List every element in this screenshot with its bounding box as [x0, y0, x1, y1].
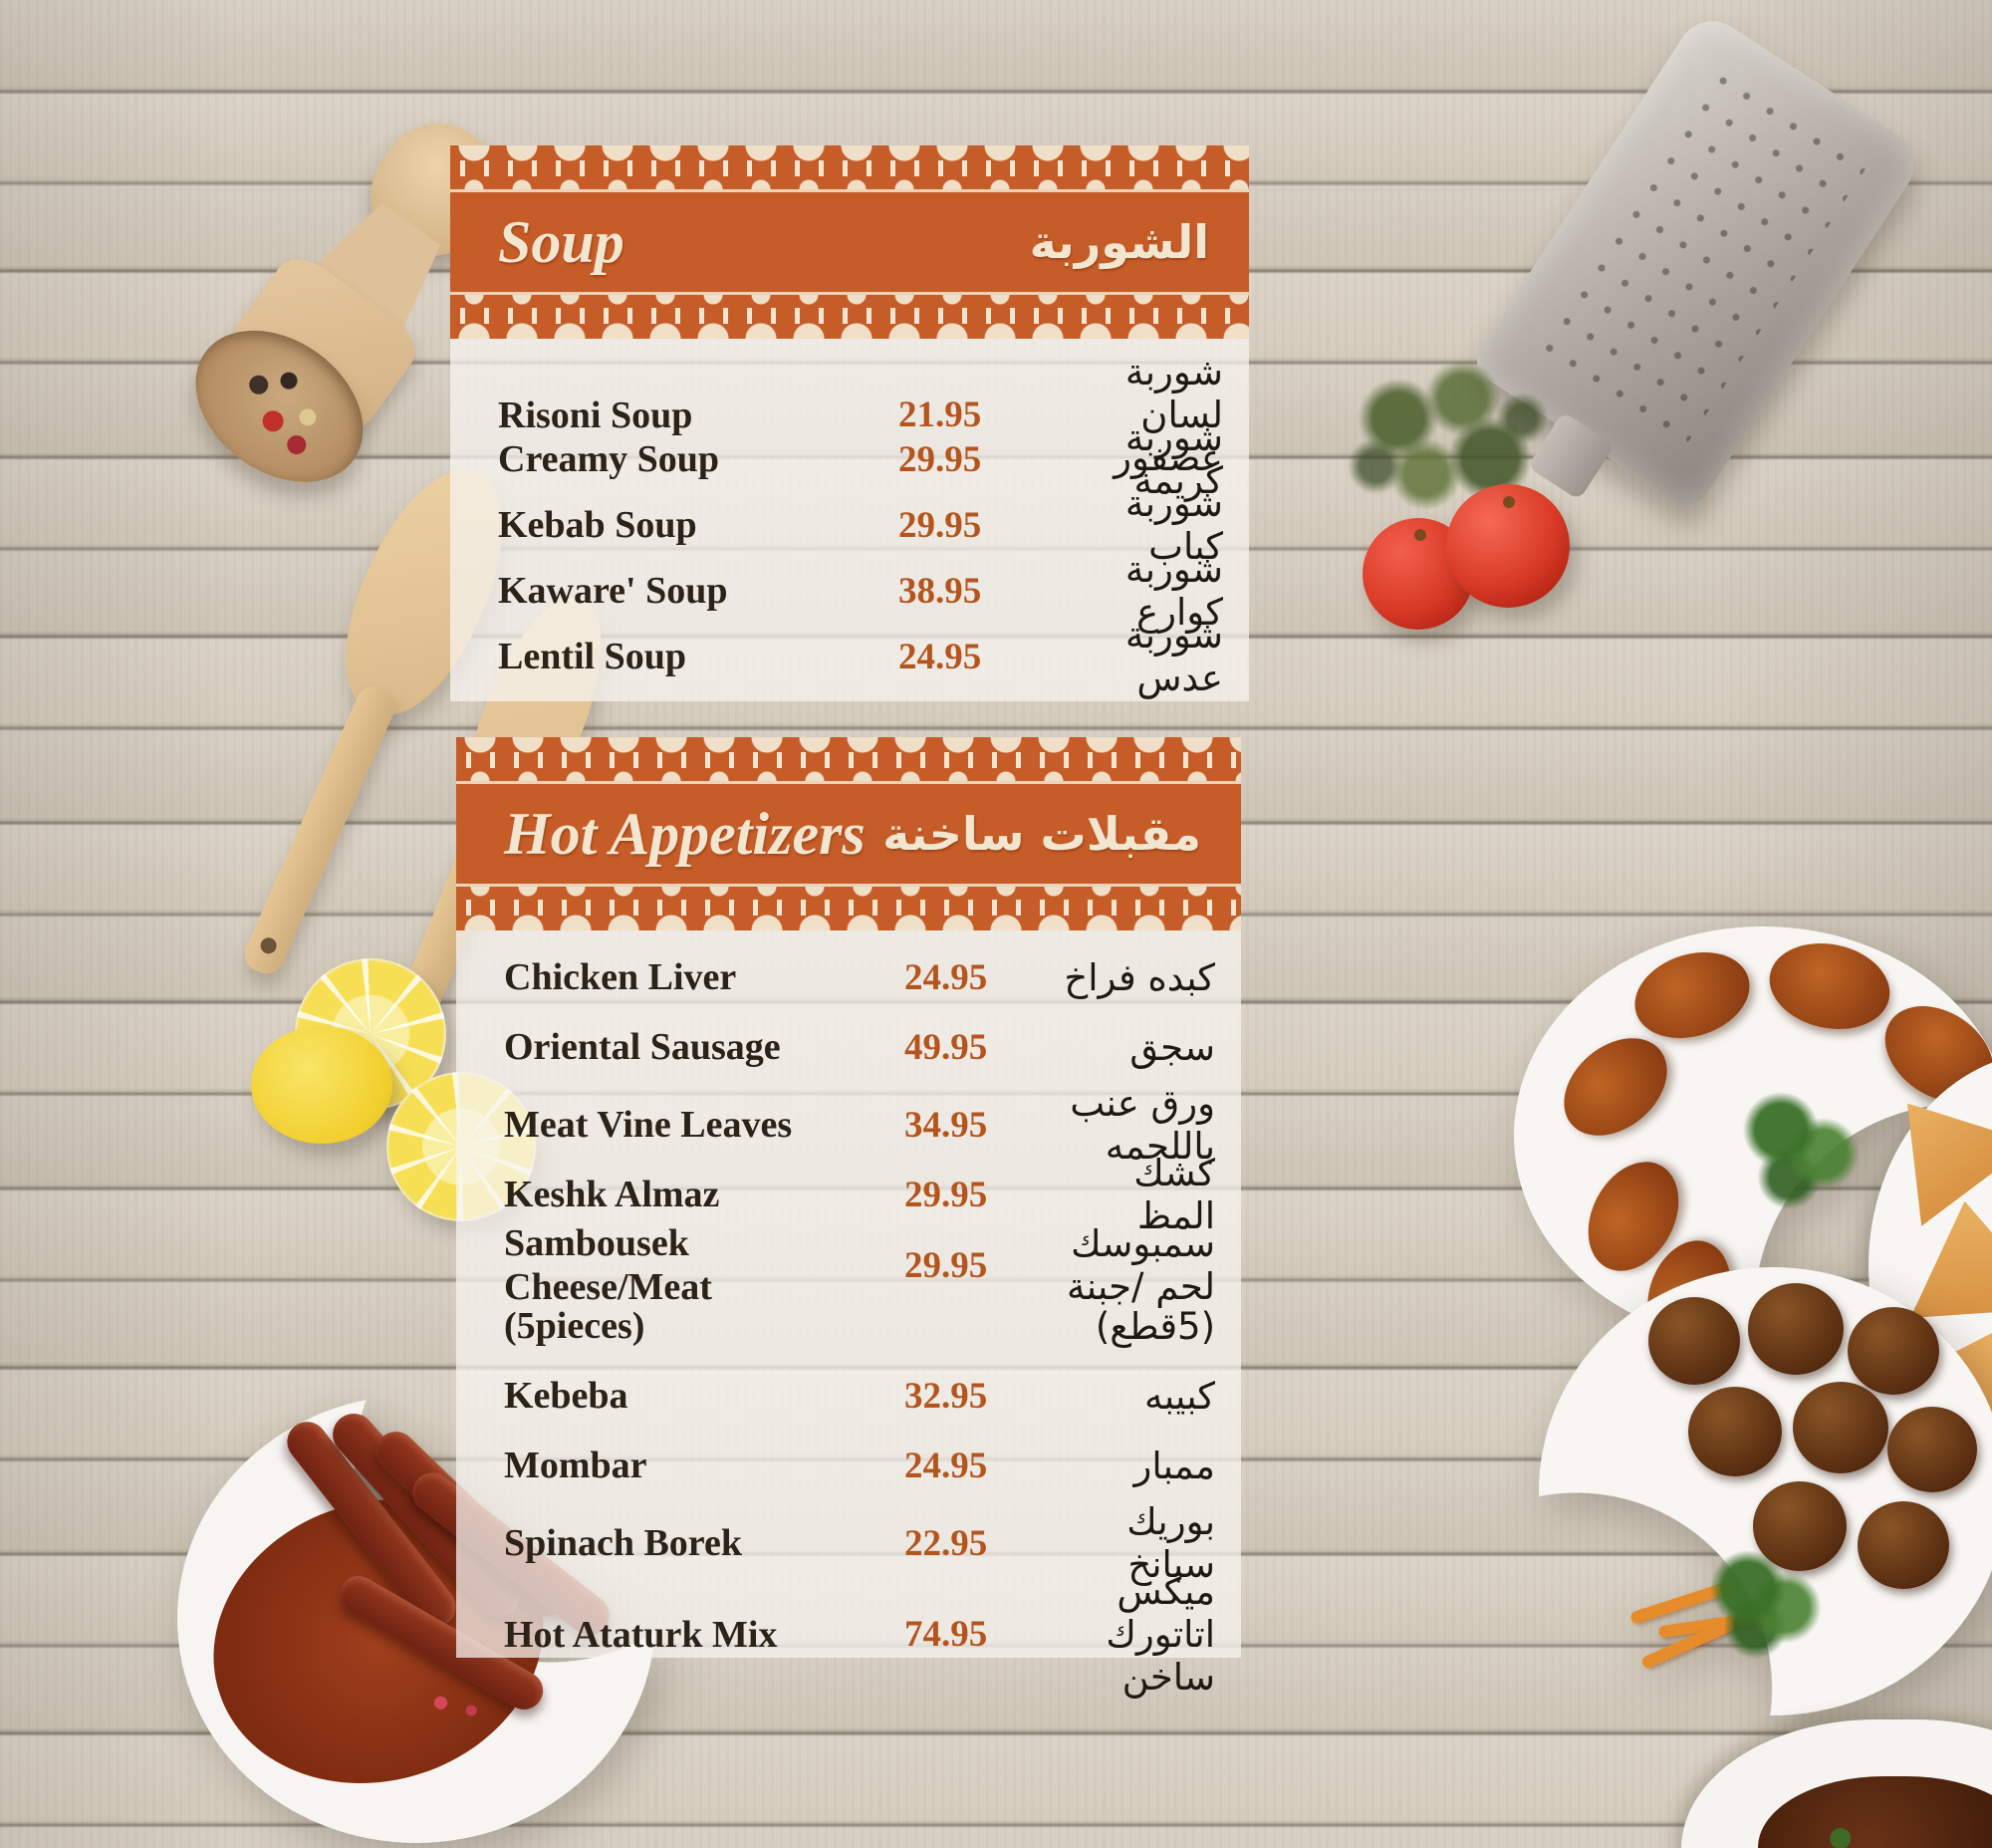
item-name-en: Chicken Liver — [504, 956, 737, 998]
item-price: 74.95 — [904, 1614, 988, 1655]
lace-border-bottom — [456, 887, 1241, 930]
item-name-ar: (5قطع) — [1095, 1304, 1215, 1348]
menu-item-row: Risoni Soup 21.95 شوربة لسان عصفور — [450, 351, 1249, 479]
menu-item-row: Sambousek Cheese/Meat 29.95 سمبوسك لحم /… — [456, 1221, 1241, 1308]
menu-item-row: Kebab Soup 29.95 شوربة كباب — [450, 482, 1249, 568]
item-price: 24.95 — [904, 956, 988, 998]
item-name-en: Kebab Soup — [498, 504, 697, 546]
section-title-ar: مقبلات ساخنة — [882, 807, 1201, 861]
item-name-ar: سجق — [1129, 1025, 1215, 1069]
menu-item-row: Spinach Borek 22.95 بوريك سبانخ — [456, 1500, 1241, 1586]
menu-item-row: Keshk Almaz 29.95 كشك المظ — [456, 1152, 1241, 1237]
lace-border-bottom — [450, 295, 1249, 339]
menu-item-row: Creamy Soup 29.95 شوربة كريمة — [450, 416, 1249, 502]
meat-dish-photo — [1681, 1719, 1992, 1848]
item-name-ar: كشك المظ — [1133, 1152, 1215, 1237]
item-name-en: Spinach Borek — [504, 1522, 742, 1564]
item-name-en: Keshk Almaz — [504, 1174, 720, 1215]
item-name-en: Kaware' Soup — [498, 570, 728, 612]
item-name-ar: ممبار — [1133, 1444, 1215, 1487]
item-name-ar: شوربة عدس — [1124, 614, 1223, 699]
item-name-en: Sambousek Cheese/Meat — [504, 1222, 712, 1308]
item-name-en: Creamy Soup — [498, 438, 720, 480]
item-name-ar: ميكس اتاتورك ساخن — [1106, 1570, 1215, 1699]
tomato-photo — [1446, 484, 1570, 608]
item-price: 29.95 — [898, 438, 982, 480]
item-name-en: Oriental Sausage — [504, 1026, 781, 1068]
item-name-ar: بوريك سبانخ — [1126, 1500, 1215, 1586]
menu-item-row: Mombar 24.95 ممبار — [456, 1431, 1241, 1500]
item-name-en: (5pieces) — [504, 1305, 645, 1347]
item-name-en: Meat Vine Leaves — [504, 1104, 793, 1146]
menu-item-row: Kaware' Soup 38.95 شوربة كوارع — [450, 548, 1249, 634]
item-name-en: Risoni Soup — [498, 394, 693, 436]
hot-appetizers-item-list: Chicken Liver 24.95 كبده فراخ Oriental S… — [456, 930, 1241, 1700]
item-price: 29.95 — [904, 1174, 988, 1215]
item-price: 24.95 — [904, 1445, 988, 1486]
item-price: 38.95 — [898, 570, 982, 612]
item-price: 32.95 — [904, 1375, 988, 1417]
soup-header: Soup الشوربة — [450, 145, 1249, 339]
item-name-en: Kebeba — [504, 1375, 628, 1417]
item-price: 29.95 — [904, 1244, 988, 1286]
item-price: 29.95 — [898, 504, 982, 546]
menu-item-row: Oriental Sausage 49.95 سجق — [456, 1012, 1241, 1082]
menu-item-row: Chicken Liver 24.95 كبده فراخ — [456, 942, 1241, 1012]
item-name-en: Hot Ataturk Mix — [504, 1613, 778, 1656]
item-name-ar: سمبوسك لحم /جبنة — [1066, 1222, 1215, 1308]
menu-item-row: Lentil Soup 24.95 شوربة عدس — [450, 614, 1249, 699]
lace-border-top — [456, 737, 1241, 781]
item-price: 24.95 — [898, 636, 982, 677]
item-name-ar: شوربة كباب — [1124, 482, 1223, 568]
hot-appetizers-header: Hot Appetizers مقبلات ساخنة — [456, 737, 1241, 930]
item-price: 21.95 — [898, 395, 982, 435]
lace-border-top — [450, 145, 1249, 189]
item-name-en: Mombar — [504, 1445, 647, 1486]
item-name-ar: كبيبه — [1144, 1374, 1215, 1418]
section-title-en: Soup — [498, 208, 624, 275]
menu-item-row: (5pieces) (5قطع) — [456, 1291, 1241, 1361]
item-name-ar: كبده فراخ — [1064, 955, 1215, 999]
item-price: 22.95 — [904, 1522, 988, 1564]
menu-item-row: Kebeba 32.95 كبيبه — [456, 1361, 1241, 1431]
item-name-ar: شوربة كريمة — [1124, 416, 1223, 502]
item-price: 49.95 — [904, 1026, 988, 1068]
section-title-ar: الشوربة — [1029, 215, 1209, 269]
lemon-half-photo — [251, 1026, 392, 1144]
item-name-ar: ورق عنب باللحمه — [1070, 1082, 1215, 1168]
hot-appetizers-section: Hot Appetizers مقبلات ساخنة Chicken Live… — [456, 737, 1241, 1700]
item-price: 34.95 — [904, 1104, 988, 1146]
menu-item-row: Hot Ataturk Mix 74.95 ميكس اتاتورك ساخن — [456, 1570, 1241, 1699]
soup-section: Soup الشوربة Risoni Soup 21.95 شوربة لسا… — [450, 145, 1249, 701]
item-name-ar: شوربة لسان عصفور — [1114, 351, 1223, 479]
meatball-plate-photo — [1539, 1267, 1992, 1716]
soup-item-list: Risoni Soup 21.95 شوربة لسان عصفور Cream… — [450, 339, 1249, 699]
item-name-ar: شوربة كوارع — [1124, 548, 1223, 634]
item-name-en: Lentil Soup — [498, 636, 687, 677]
section-title-en: Hot Appetizers — [504, 800, 866, 867]
menu-item-row: Meat Vine Leaves 34.95 ورق عنب باللحمه — [456, 1082, 1241, 1168]
